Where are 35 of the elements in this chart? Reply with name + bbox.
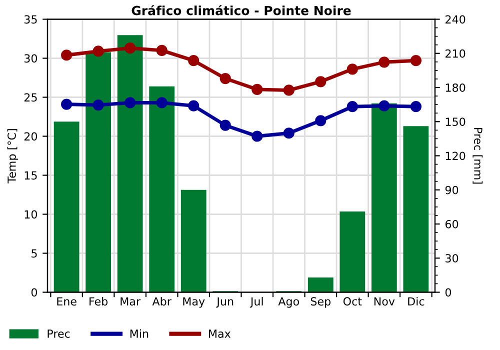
x-tick-label: Sep	[310, 297, 331, 308]
x-tick-label: Ago	[278, 297, 300, 308]
y-tick-label: 15	[24, 171, 37, 180]
y-tick-label: 5	[32, 249, 37, 258]
x-tick-label: Jul	[250, 296, 263, 308]
y-tick-label: 10	[24, 210, 38, 219]
y-tick-label: 25	[24, 93, 37, 102]
x-tick-label: Ene	[57, 297, 76, 306]
y-tick-label: 20	[24, 132, 38, 141]
x-tick-label: Abr	[152, 296, 172, 306]
legend-label: Min	[130, 329, 148, 338]
x-tick-label: Dic	[408, 296, 424, 306]
x-tick-label: Nov	[374, 297, 395, 306]
y2-tick-label: 90	[445, 186, 458, 194]
x-tick-label: May	[183, 297, 205, 308]
y-tick-label: 0	[31, 288, 38, 297]
y2-tick-label: 240	[446, 15, 466, 24]
y2-tick-label: 120	[446, 152, 466, 160]
y-tick-label: 30	[24, 54, 38, 63]
y2-tick-label: 60	[446, 220, 458, 228]
x-tick-label: Mar	[120, 297, 141, 306]
y2-tick-label: 150	[446, 118, 466, 126]
y2-tick-label: 180	[446, 83, 466, 92]
y-axis-title: Temp [°C]	[7, 129, 18, 184]
x-tick-label: Jun	[216, 297, 234, 308]
y2-tick-label: 0	[445, 288, 452, 297]
y2-tick-label: 210	[446, 49, 466, 58]
legend-label: Max	[209, 330, 231, 338]
legend-label: Prec	[48, 330, 70, 338]
x-tick-label: Feb	[90, 296, 108, 306]
x-tick-label: Oct	[343, 297, 362, 306]
y-tick-label: 35	[24, 15, 37, 24]
y2-tick-label: 30	[446, 254, 458, 263]
chart-title: Gráfico climático - Pointe Noire	[132, 5, 351, 16]
y2-axis-title: Prec [mm]	[472, 128, 483, 184]
